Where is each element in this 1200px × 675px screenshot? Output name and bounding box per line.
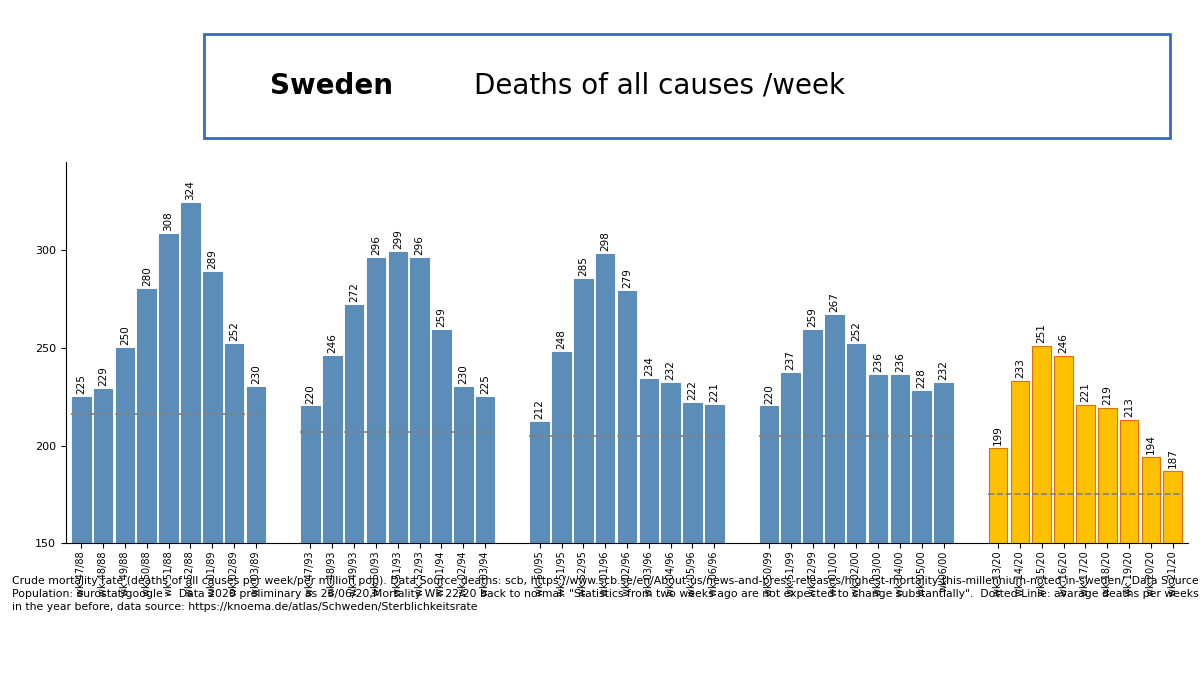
Text: 220: 220 (306, 384, 316, 404)
Bar (410, 258, 428, 543)
Text: 285: 285 (578, 256, 588, 277)
Text: 199: 199 (994, 425, 1003, 445)
Text: 280: 280 (142, 267, 151, 286)
Text: 248: 248 (557, 329, 566, 349)
Bar (367, 258, 385, 543)
Text: 233: 233 (1015, 358, 1025, 378)
Bar (1076, 404, 1094, 543)
Text: 259: 259 (437, 307, 446, 327)
Text: 221: 221 (709, 381, 719, 402)
Bar (683, 402, 702, 543)
Text: 236: 236 (895, 352, 905, 372)
Text: 222: 222 (688, 380, 697, 400)
Bar (389, 252, 407, 543)
Bar (706, 404, 724, 543)
Text: 229: 229 (98, 366, 108, 386)
Bar (1010, 381, 1030, 543)
Text: 289: 289 (208, 248, 217, 269)
Text: 296: 296 (415, 235, 425, 255)
Text: 237: 237 (786, 350, 796, 371)
Bar (890, 375, 910, 543)
Bar (552, 352, 571, 543)
Bar (1032, 346, 1051, 543)
Bar (1098, 408, 1116, 543)
Bar (454, 387, 473, 543)
Bar (138, 289, 156, 543)
Bar (912, 391, 931, 543)
Bar (247, 387, 265, 543)
Text: 234: 234 (644, 356, 654, 376)
Bar (301, 406, 319, 543)
Bar (935, 383, 953, 543)
Text: 236: 236 (874, 352, 883, 372)
Text: 324: 324 (186, 180, 196, 200)
Text: 272: 272 (349, 282, 359, 302)
Text: 296: 296 (371, 235, 380, 255)
Text: 308: 308 (163, 212, 174, 232)
Bar (160, 234, 178, 543)
Text: 267: 267 (829, 292, 839, 312)
Bar (574, 279, 593, 543)
Bar (1164, 471, 1182, 543)
Text: 187: 187 (1168, 448, 1177, 468)
Bar (760, 406, 778, 543)
Bar (781, 373, 800, 543)
Text: 194: 194 (1146, 435, 1156, 454)
Bar (181, 203, 199, 543)
Text: 213: 213 (1124, 398, 1134, 417)
Bar (640, 379, 658, 543)
Text: 252: 252 (229, 321, 239, 341)
Text: Deaths of all causes /week: Deaths of all causes /week (474, 72, 845, 100)
Bar (847, 344, 865, 543)
Bar (869, 375, 887, 543)
Text: 298: 298 (600, 231, 610, 251)
Bar (323, 356, 342, 543)
Text: 232: 232 (666, 360, 676, 380)
Bar (826, 315, 844, 543)
Text: 246: 246 (328, 333, 337, 353)
Bar (1055, 356, 1073, 543)
Text: 230: 230 (458, 364, 468, 384)
Text: 259: 259 (808, 307, 817, 327)
Text: 246: 246 (1058, 333, 1068, 353)
Bar (661, 383, 680, 543)
Bar (203, 271, 222, 543)
Text: 232: 232 (938, 360, 948, 380)
Text: 252: 252 (851, 321, 862, 341)
Text: 251: 251 (1037, 323, 1046, 343)
Text: 212: 212 (535, 400, 545, 419)
Bar (989, 448, 1007, 543)
Text: Crude mortality rate (deaths of all causes per week/per million pop). Data Sourc: Crude mortality rate (deaths of all caus… (12, 576, 1199, 612)
Bar (224, 344, 244, 543)
Text: 221: 221 (1080, 381, 1091, 402)
Text: 250: 250 (120, 325, 130, 345)
Bar (115, 348, 134, 543)
Text: 299: 299 (392, 229, 403, 249)
Text: 225: 225 (77, 374, 86, 394)
Bar (432, 330, 451, 543)
Bar (1120, 420, 1139, 543)
Bar (344, 305, 364, 543)
Bar (618, 291, 636, 543)
Text: 225: 225 (480, 374, 490, 394)
Bar (596, 254, 614, 543)
Bar (1141, 458, 1160, 543)
Bar (94, 389, 113, 543)
Text: 230: 230 (251, 364, 260, 384)
Text: 279: 279 (622, 268, 632, 288)
Text: 219: 219 (1103, 385, 1112, 406)
Bar (530, 422, 548, 543)
Bar (803, 330, 822, 543)
Text: 220: 220 (764, 384, 774, 404)
Bar (476, 397, 494, 543)
Text: 228: 228 (917, 368, 926, 388)
Text: Sweden: Sweden (270, 72, 394, 100)
Bar (72, 397, 90, 543)
